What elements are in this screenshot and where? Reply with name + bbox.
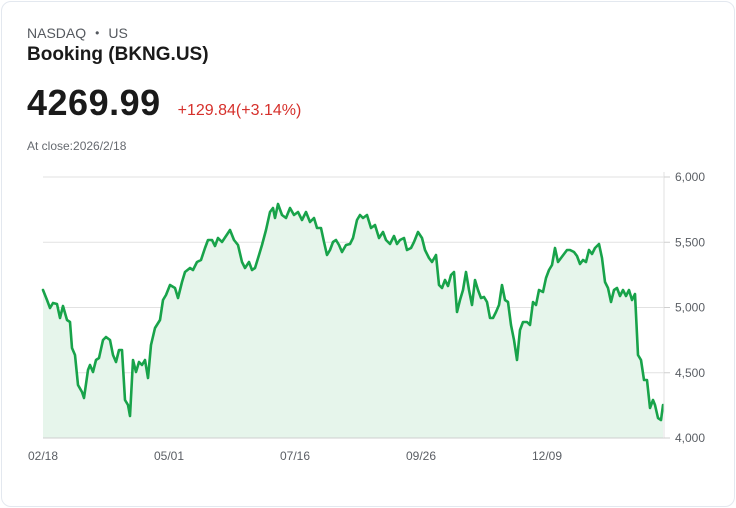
close-date-label: At close:2026/2/18 xyxy=(27,139,127,153)
y-axis-ticks: 6,000 5,500 5,000 4,500 4,000 xyxy=(664,170,705,445)
y-tick-label: 5,000 xyxy=(675,301,705,315)
x-tick-label: 12/09 xyxy=(532,449,562,463)
x-axis-ticks: 02/18 05/01 07/16 09/26 12/09 xyxy=(28,449,562,463)
y-tick-label: 4,000 xyxy=(675,431,705,445)
y-tick-label: 5,500 xyxy=(675,235,705,249)
price-chart[interactable]: 6,000 5,500 5,000 4,500 4,000 02/18 05/01 07/1… xyxy=(0,160,736,480)
y-tick-label: 4,500 xyxy=(675,366,705,380)
price-line xyxy=(41,202,665,422)
price-change: +129.84(+3.14%) xyxy=(177,102,302,119)
exchange-label: NASDAQ xyxy=(27,25,87,41)
x-tick-label: 07/16 xyxy=(280,449,310,463)
exchange-row: NASDAQ • US xyxy=(27,25,128,41)
current-price: 4269.99 xyxy=(27,82,161,123)
region-label: US xyxy=(108,25,128,41)
stock-title: Booking (BKNG.US) xyxy=(27,44,209,65)
price-row: 4269.99 +129.84(+3.14%) xyxy=(27,82,301,124)
x-tick-label: 05/01 xyxy=(154,449,184,463)
x-tick-label: 02/18 xyxy=(28,449,58,463)
y-tick-label: 6,000 xyxy=(675,170,705,184)
separator-dot: • xyxy=(95,26,100,40)
x-tick-label: 09/26 xyxy=(406,449,436,463)
